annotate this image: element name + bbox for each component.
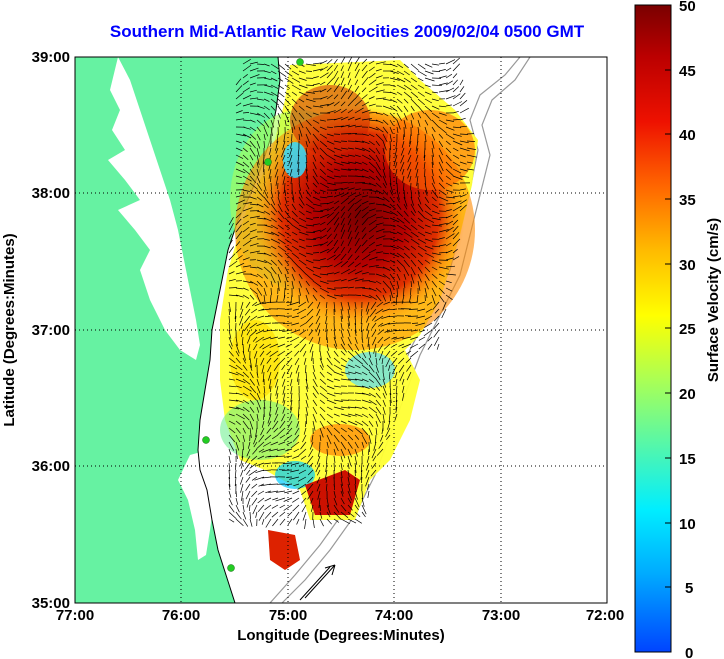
colorbar-tick-label: 30	[679, 257, 696, 274]
station-markers	[202, 58, 304, 572]
y-tick-label: 36:00	[32, 458, 70, 475]
map-plot-area	[74, 56, 608, 604]
reference-arrow	[299, 566, 331, 601]
colorbar-tick-label: 50	[679, 0, 696, 15]
x-axis-label: Longitude (Degrees:Minutes)	[237, 627, 445, 644]
colorbar-tick-label: 5	[685, 580, 693, 597]
station-marker	[264, 158, 272, 166]
x-axis: 77:00 76:00 75:00 74:00 73:00 72:00 Long…	[56, 607, 624, 644]
colorbar-tick-label: 10	[679, 516, 696, 533]
map-title: Southern Mid-Atlantic Raw Velocities 200…	[109, 22, 585, 41]
station-marker	[227, 564, 235, 572]
velocity-vectors	[228, 57, 477, 529]
x-tick-label: 76:00	[162, 607, 200, 624]
x-tick-label: 74:00	[375, 607, 413, 624]
y-tick-label: 37:00	[32, 322, 70, 339]
grid-lines	[75, 57, 607, 603]
x-tick-label: 75:00	[269, 607, 307, 624]
colorbar-tick-label: 35	[679, 192, 696, 209]
y-tick-label: 39:00	[32, 49, 70, 66]
colorbar-label: Surface Velocity (cm/s)	[705, 218, 722, 382]
velocity-field	[220, 60, 478, 570]
y-axis: 39:00 38:00 37:00 36:00 35:00 Latitude (…	[1, 49, 70, 612]
x-tick-label: 73:00	[482, 607, 520, 624]
x-tick-label: 72:00	[586, 607, 624, 624]
colorbar-tick-label: 40	[679, 127, 696, 144]
colorbar-tick-label: 25	[679, 321, 696, 338]
reference-arrow	[304, 564, 336, 599]
y-tick-label: 35:00	[32, 595, 70, 612]
sound-water	[178, 450, 215, 560]
colorbar: 50 45 40 35 30 25 20 15 10 5 0 Surface V…	[634, 0, 722, 659]
y-axis-label: Latitude (Degrees:Minutes)	[1, 233, 18, 426]
chesapeake-bay	[108, 57, 200, 360]
colorbar-tick-label: 15	[679, 451, 696, 468]
colorbar-ticks	[665, 4, 671, 653]
station-marker	[202, 436, 210, 444]
colorbar-tick-label: 45	[679, 63, 696, 80]
colorbar-tick-label: 0	[685, 645, 693, 659]
colorbar-tick-label: 20	[679, 386, 696, 403]
bathymetry-contour	[281, 57, 531, 603]
x-tick-label: 77:00	[56, 607, 94, 624]
station-marker	[296, 58, 304, 66]
y-tick-label: 38:00	[32, 185, 70, 202]
